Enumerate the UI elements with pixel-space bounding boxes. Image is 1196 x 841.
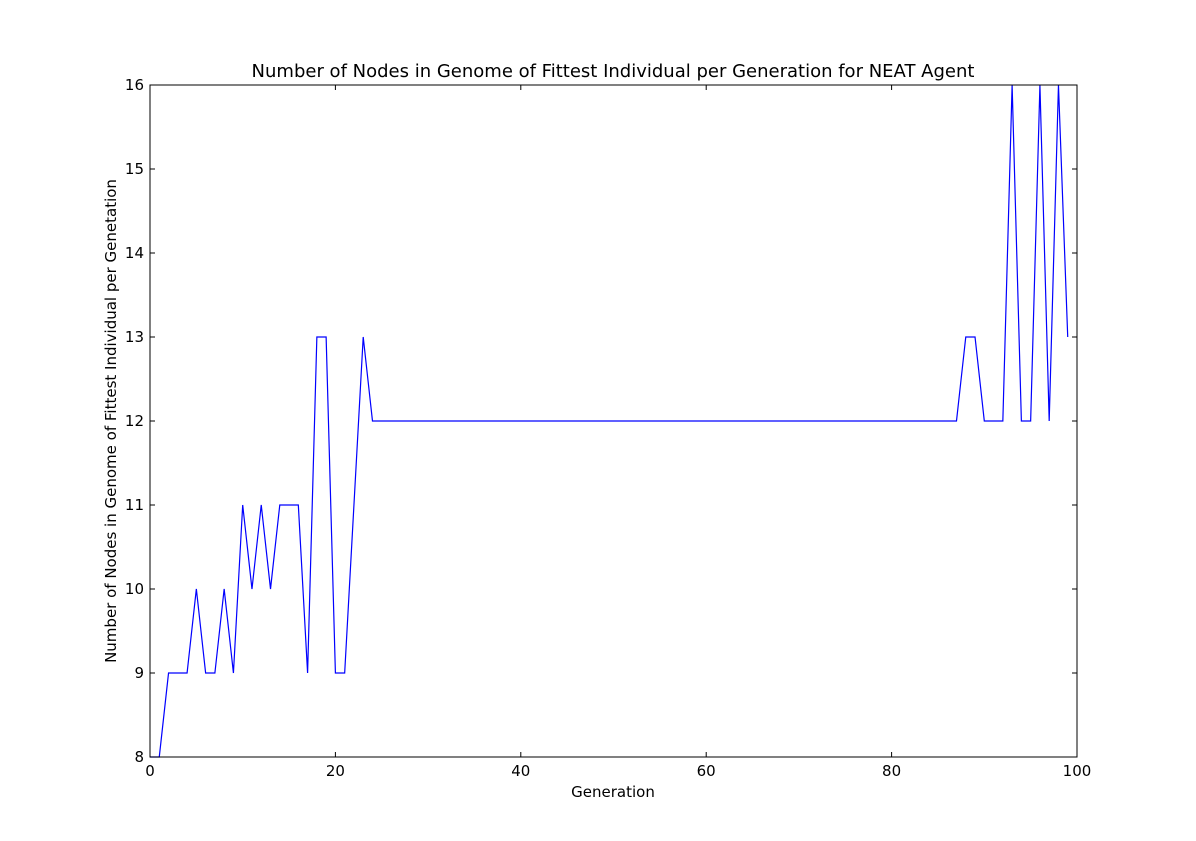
x-tick-label: 40 [511,762,530,780]
plot-frame [149,84,1078,758]
y-axis-title: Number of Nodes in Genome of Fittest Ind… [102,179,120,663]
axis-ticks: 0 20 40 60 80 100 8 9 10 11 12 13 14 15 16 [125,76,1091,780]
y-tick-label: 8 [134,748,144,766]
y-tick-label: 10 [125,580,144,598]
x-tick-label: 80 [882,762,901,780]
y-tick-label: 15 [125,160,144,178]
y-tick-label: 16 [125,76,144,94]
x-tick-label: 20 [326,762,345,780]
x-axis-title: Generation [571,783,655,801]
y-tick-label: 11 [125,496,144,514]
x-tick-label: 60 [697,762,716,780]
y-tick-label: 14 [125,244,144,262]
chart-title: Number of Nodes in Genome of Fittest Ind… [252,61,975,82]
y-tick-label: 12 [125,412,144,430]
series-layer [150,84,1069,758]
x-tick-label: 100 [1063,762,1092,780]
y-tick-label: 13 [125,328,144,346]
series-line-0 [150,84,1069,758]
x-tick-label: 0 [145,762,155,780]
y-tick-label: 9 [134,664,144,682]
